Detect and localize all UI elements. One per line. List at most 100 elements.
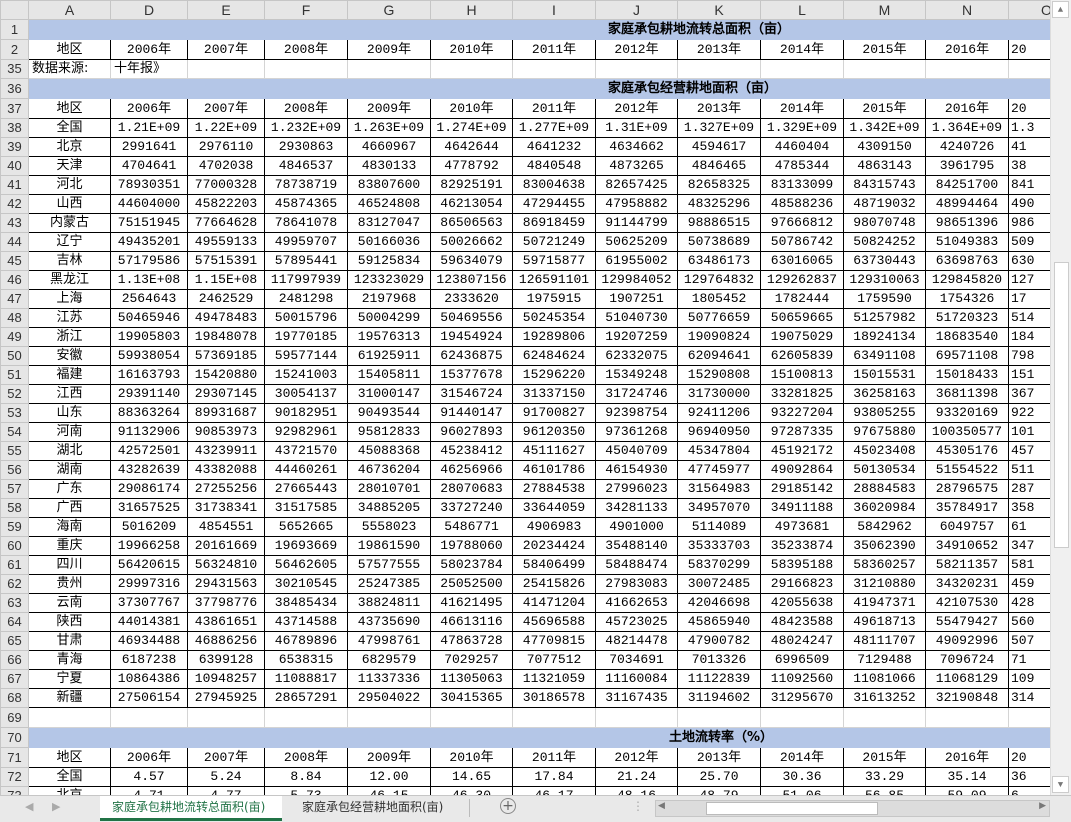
value-cell[interactable]: 986: [1008, 213, 1050, 233]
empty-cell[interactable]: [430, 707, 513, 728]
value-cell[interactable]: 42107530: [925, 593, 1009, 613]
column-header-A[interactable]: A: [28, 0, 111, 20]
year-header[interactable]: 2008年: [264, 39, 348, 60]
value-cell[interactable]: 43714588: [264, 612, 348, 632]
value-cell[interactable]: 28884583: [843, 479, 926, 499]
value-cell[interactable]: 90853973: [187, 422, 265, 442]
value-cell[interactable]: 57369185: [187, 346, 265, 366]
value-cell[interactable]: 50465946: [110, 308, 188, 328]
value-cell[interactable]: 37798776: [187, 593, 265, 613]
row-header[interactable]: 43: [0, 213, 29, 233]
value-cell[interactable]: 6049757: [925, 517, 1009, 537]
title-cell-a[interactable]: [28, 727, 111, 748]
value-cell[interactable]: 4594617: [677, 137, 761, 157]
value-cell[interactable]: 48111707: [843, 631, 926, 651]
value-cell[interactable]: 78641078: [264, 213, 348, 233]
value-cell[interactable]: 2333620: [430, 289, 513, 309]
row-header[interactable]: 51: [0, 365, 29, 385]
value-cell[interactable]: 91144799: [595, 213, 678, 233]
value-cell[interactable]: 27884538: [512, 479, 596, 499]
row-header[interactable]: 67: [0, 669, 29, 689]
column-header-O[interactable]: O: [1008, 0, 1050, 20]
value-cell[interactable]: 48588236: [760, 194, 844, 214]
year-header[interactable]: 2014年: [760, 98, 844, 119]
empty-cell[interactable]: [110, 707, 188, 728]
region-cell[interactable]: 福建: [28, 365, 111, 385]
value-cell[interactable]: 6399128: [187, 650, 265, 670]
value-cell[interactable]: 90493544: [347, 403, 431, 423]
value-cell[interactable]: 56420615: [110, 555, 188, 575]
value-cell[interactable]: 4.77: [187, 786, 265, 795]
value-cell[interactable]: 428: [1008, 593, 1050, 613]
value-cell[interactable]: 19966258: [110, 536, 188, 556]
value-cell[interactable]: 83133099: [760, 175, 844, 195]
value-cell[interactable]: 4240726: [925, 137, 1009, 157]
value-cell[interactable]: 25247385: [347, 574, 431, 594]
value-cell[interactable]: 49092996: [925, 631, 1009, 651]
value-cell[interactable]: 50245354: [512, 308, 596, 328]
value-cell[interactable]: 41471204: [512, 593, 596, 613]
value-cell[interactable]: 84251700: [925, 175, 1009, 195]
row-header[interactable]: 56: [0, 460, 29, 480]
value-cell[interactable]: 62484624: [512, 346, 596, 366]
value-cell[interactable]: 30054137: [264, 384, 348, 404]
year-header[interactable]: 2009年: [347, 39, 431, 60]
value-cell[interactable]: 82657425: [595, 175, 678, 195]
value-cell[interactable]: 4309150: [843, 137, 926, 157]
value-cell[interactable]: 35233874: [760, 536, 844, 556]
value-cell[interactable]: 61925911: [347, 346, 431, 366]
region-cell[interactable]: 湖北: [28, 441, 111, 461]
row-header[interactable]: 35: [0, 59, 29, 79]
value-cell[interactable]: 41662653: [595, 593, 678, 613]
value-cell[interactable]: 45305176: [925, 441, 1009, 461]
value-cell[interactable]: 45023408: [843, 441, 926, 461]
value-cell[interactable]: 35062390: [843, 536, 926, 556]
value-cell[interactable]: 4854551: [187, 517, 265, 537]
horizontal-scrollbar[interactable]: ◀ ▶: [655, 800, 1050, 817]
region-cell[interactable]: 陕西: [28, 612, 111, 632]
empty-cell[interactable]: [925, 59, 1009, 79]
value-cell[interactable]: 129764832: [677, 270, 761, 290]
value-cell[interactable]: 27665443: [264, 479, 348, 499]
value-cell[interactable]: 47294455: [512, 194, 596, 214]
value-cell[interactable]: 51049383: [925, 232, 1009, 252]
value-cell[interactable]: 34320231: [925, 574, 1009, 594]
value-cell[interactable]: 43239911: [187, 441, 265, 461]
value-cell[interactable]: 31546724: [430, 384, 513, 404]
row-header[interactable]: 1: [0, 19, 29, 40]
value-cell[interactable]: 29307145: [187, 384, 265, 404]
value-cell[interactable]: 117997939: [264, 270, 348, 290]
value-cell[interactable]: 19289806: [512, 327, 596, 347]
next-sheet-arrow-icon[interactable]: ▶: [52, 800, 61, 813]
value-cell[interactable]: 127: [1008, 270, 1050, 290]
value-cell[interactable]: 58395188: [760, 555, 844, 575]
region-cell[interactable]: 四川: [28, 555, 111, 575]
row-header[interactable]: 55: [0, 441, 29, 461]
value-cell[interactable]: 43721570: [264, 441, 348, 461]
value-cell[interactable]: 2481298: [264, 289, 348, 309]
region-cell[interactable]: 云南: [28, 593, 111, 613]
value-cell[interactable]: 50004299: [347, 308, 431, 328]
value-cell[interactable]: 19576313: [347, 327, 431, 347]
value-cell[interactable]: 92398754: [595, 403, 678, 423]
value-cell[interactable]: 4973681: [760, 517, 844, 537]
value-cell[interactable]: 50625209: [595, 232, 678, 252]
empty-cell[interactable]: [347, 707, 431, 728]
value-cell[interactable]: 36: [1008, 767, 1050, 787]
value-cell[interactable]: 33727240: [430, 498, 513, 518]
value-cell[interactable]: 15377678: [430, 365, 513, 385]
value-cell[interactable]: 31295670: [760, 688, 844, 708]
column-header-M[interactable]: M: [843, 0, 926, 20]
row-header[interactable]: 41: [0, 175, 29, 195]
row-header[interactable]: 60: [0, 536, 29, 556]
value-cell[interactable]: 58023784: [430, 555, 513, 575]
region-header[interactable]: 地区: [28, 98, 111, 119]
value-cell[interactable]: 47958882: [595, 194, 678, 214]
vertical-scrollbar[interactable]: ▲ ▼: [1050, 0, 1071, 795]
value-cell[interactable]: 4830133: [347, 156, 431, 176]
column-header-D[interactable]: D: [110, 0, 188, 20]
value-cell[interactable]: 46934488: [110, 631, 188, 651]
value-cell[interactable]: 25052500: [430, 574, 513, 594]
value-cell[interactable]: 1.232E+09: [264, 118, 348, 138]
value-cell[interactable]: 19693669: [264, 536, 348, 556]
